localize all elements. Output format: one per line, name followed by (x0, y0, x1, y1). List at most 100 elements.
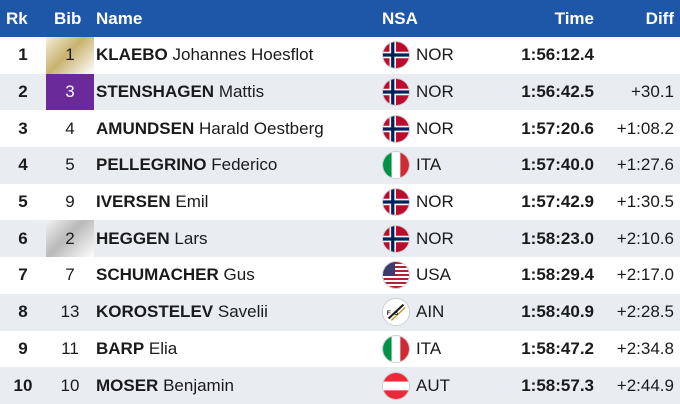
last-name: HEGGEN (96, 228, 170, 248)
bib-cell: 9 (46, 184, 94, 221)
last-name: SCHUMACHER (96, 265, 219, 285)
usa-flag-icon (382, 261, 410, 290)
norway-flag-icon (382, 41, 410, 70)
nsa-cell: ITA (382, 334, 496, 363)
bib-number: 11 (61, 338, 79, 358)
athlete-name[interactable]: PELLEGRINO Federico (94, 155, 382, 175)
last-name: KOROSTELEV (96, 302, 214, 322)
athlete-name[interactable]: KOROSTELEV Savelii (94, 302, 382, 322)
diff-cell: +1:30.5 (616, 192, 674, 212)
time-cell: 1:58:57.3 (521, 375, 594, 395)
last-name: AMUNDSEN (96, 118, 195, 138)
first-name: Savelii (217, 302, 268, 322)
table-row[interactable]: 6 2 HEGGEN Lars NOR 1:58:23.0 +2:10.6 (0, 220, 680, 258)
first-name: Mattis (218, 82, 265, 102)
header-name[interactable]: Name (96, 8, 143, 28)
athlete-name[interactable]: STENSHAGEN Mattis (94, 82, 382, 102)
first-name: Harald Oestberg (198, 118, 324, 138)
first-name: Emil (175, 192, 209, 212)
nsa-cell: NOR (382, 188, 496, 217)
time-cell: 1:58:29.4 (521, 265, 594, 285)
table-row[interactable]: 2 3 STENSHAGEN Mattis NOR 1:56:42.5 +30.1 (0, 73, 680, 111)
header-diff[interactable]: Diff (645, 8, 674, 28)
bib-number: 5 (65, 155, 75, 175)
last-name: BARP (96, 338, 145, 358)
nsa-cell: F S AIN (382, 298, 496, 327)
last-name: IVERSEN (96, 192, 171, 212)
rank-cell: 9 (18, 338, 28, 358)
table-row[interactable]: 10 10 MOSER Benjamin AUT 1:58:57.3 +2:44.9 (0, 367, 680, 404)
nsa-cell: NOR (382, 114, 496, 143)
norway-flag-icon (382, 188, 410, 217)
bib-number: 10 (60, 375, 80, 395)
italy-flag-icon (382, 334, 410, 363)
bib-number: 13 (60, 302, 80, 322)
norway-flag-icon (382, 78, 410, 107)
athlete-name[interactable]: SCHUMACHER Gus (94, 265, 382, 285)
time-cell: 1:58:23.0 (521, 228, 594, 248)
table-row[interactable]: 8 13 KOROSTELEV Savelii F S AIN 1:58:40.9 +2:28… (0, 293, 680, 331)
table-body: 1 1 KLAEBO Johannes Hoesflot NOR 1:56:12.4 2 3… (0, 37, 680, 404)
first-name: Federico (211, 155, 278, 175)
diff-cell: +2:10.6 (616, 228, 674, 248)
rank-cell: 5 (18, 192, 28, 212)
last-name: KLAEBO (96, 45, 168, 65)
rank-cell: 6 (18, 228, 28, 248)
athlete-name[interactable]: IVERSEN Emil (94, 192, 382, 212)
athlete-name[interactable]: BARP Elia (94, 339, 382, 359)
nsa-cell: NOR (382, 78, 496, 107)
first-name: Lars (174, 228, 208, 248)
table-row[interactable]: 1 1 KLAEBO Johannes Hoesflot NOR 1:56:12.4 (0, 37, 680, 74)
nsa-cell: NOR (382, 224, 496, 253)
table-row[interactable]: 7 7 SCHUMACHER Gus USA 1:58:29.4 +2:17.0 (0, 257, 680, 294)
table-row[interactable]: 3 4 AMUNDSEN Harald Oestberg NOR 1:57:20.6 +1… (0, 110, 680, 147)
bib-cell: 3 (46, 73, 94, 111)
bib-cell: 5 (46, 147, 94, 184)
nsa-cell: NOR (382, 41, 496, 70)
nsa-code: ITA (416, 338, 442, 358)
time-cell: 1:56:42.5 (521, 82, 594, 102)
table-header: Rk Bib Name NSA Time Diff (0, 0, 680, 37)
athlete-name[interactable]: AMUNDSEN Harald Oestberg (94, 119, 382, 139)
first-name: Benjamin (163, 375, 234, 395)
svg-text:S: S (394, 310, 399, 317)
bib-number: 7 (65, 265, 75, 285)
athlete-name[interactable]: KLAEBO Johannes Hoesflot (94, 45, 382, 65)
table-row[interactable]: 5 9 IVERSEN Emil NOR 1:57:42.9 +1:30.5 (0, 184, 680, 221)
header-bib[interactable]: Bib (54, 8, 82, 28)
rank-cell: 7 (18, 265, 28, 285)
bib-cell: 4 (46, 110, 94, 147)
austria-flag-icon (382, 371, 410, 400)
norway-flag-icon (382, 114, 410, 143)
nsa-cell: AUT (382, 371, 496, 400)
norway-flag-icon (382, 224, 410, 253)
last-name: MOSER (96, 375, 159, 395)
header-time[interactable]: Time (554, 8, 594, 28)
nsa-code: NOR (416, 118, 454, 138)
table-row[interactable]: 9 11 BARP Elia ITA 1:58:47.2 +2:34.8 (0, 331, 680, 368)
athlete-name[interactable]: MOSER Benjamin (94, 376, 382, 396)
time-cell: 1:58:47.2 (521, 338, 594, 358)
diff-cell: +2:17.0 (616, 265, 674, 285)
nsa-code: AIN (416, 302, 445, 322)
time-cell: 1:57:40.0 (521, 155, 594, 175)
athlete-name[interactable]: HEGGEN Lars (94, 229, 382, 249)
time-cell: 1:57:20.6 (521, 118, 594, 138)
diff-cell: +30.1 (630, 82, 674, 102)
rank-cell: 8 (18, 302, 28, 322)
table-row[interactable]: 4 5 PELLEGRINO Federico ITA 1:57:40.0 +1:27.6 (0, 147, 680, 184)
rank-cell: 3 (18, 118, 28, 138)
nsa-code: ITA (416, 155, 442, 175)
nsa-code: NOR (416, 228, 454, 248)
bib-cell: 2 (46, 220, 94, 258)
time-cell: 1:56:12.4 (521, 45, 594, 65)
bib-number: 3 (46, 73, 94, 111)
diff-cell: +1:27.6 (616, 155, 674, 175)
header-rank[interactable]: Rk (6, 8, 28, 28)
bib-number: 4 (65, 118, 75, 138)
first-name: Gus (223, 265, 255, 285)
nsa-code: NOR (416, 82, 454, 102)
header-nsa[interactable]: NSA (382, 8, 418, 28)
first-name: Johannes Hoesflot (172, 45, 314, 65)
